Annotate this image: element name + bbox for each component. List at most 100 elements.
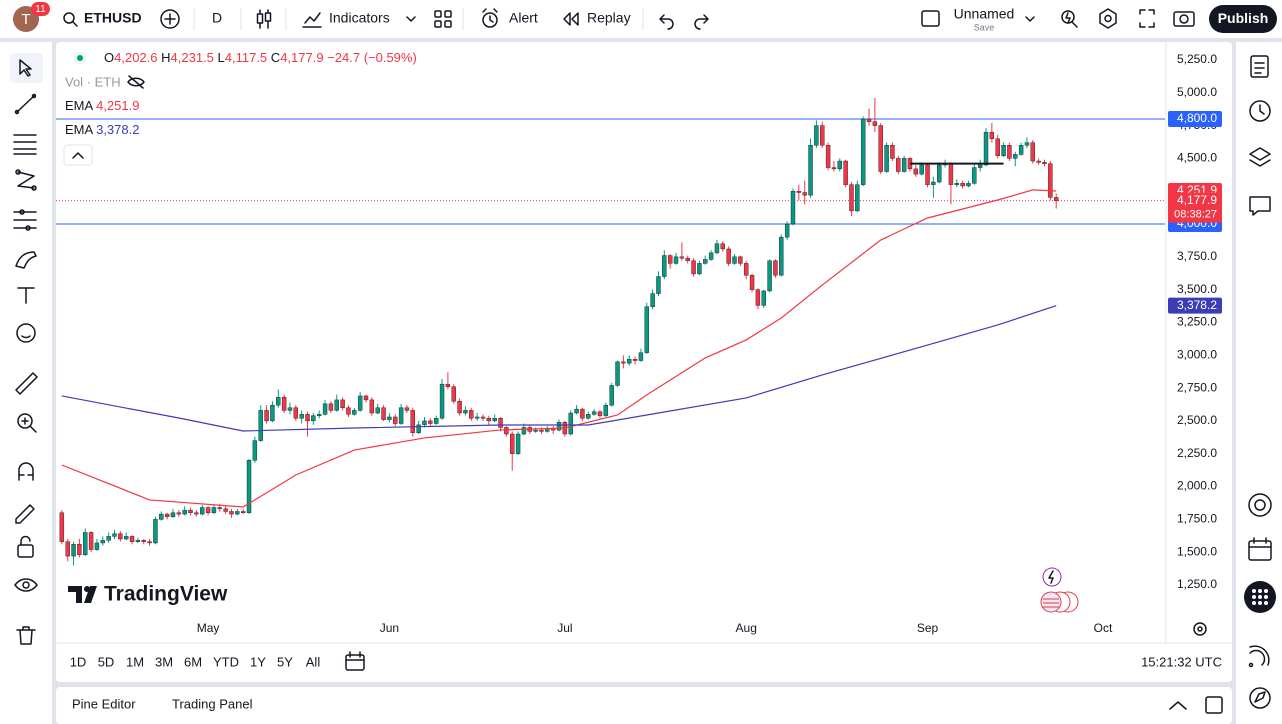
tool-icons — [17, 544, 34, 558]
snapshot-icon[interactable] — [1173, 11, 1195, 27]
search-icon[interactable] — [63, 12, 78, 27]
candle-body — [650, 293, 655, 307]
economic-events[interactable] — [1040, 591, 1079, 613]
ema-legend[interactable]: EMA 4,251.9 — [65, 98, 139, 113]
indicators-button[interactable]: Indicators — [329, 10, 390, 26]
candle-body — [112, 533, 117, 537]
candle-body — [931, 181, 936, 185]
candle-body — [352, 410, 357, 415]
event-icon[interactable] — [1042, 567, 1062, 587]
expand-icon[interactable] — [1169, 701, 1187, 710]
candle-body — [311, 415, 316, 422]
maximize-icon[interactable] — [1205, 696, 1223, 714]
candle-body — [744, 263, 749, 276]
candle-body — [1048, 163, 1053, 198]
scale-settings-icon[interactable] — [1193, 622, 1207, 636]
candle-body — [486, 418, 492, 422]
tool-icons — [15, 372, 38, 395]
x-tick-label: May — [197, 621, 220, 635]
candle-body — [94, 542, 100, 550]
indicators-icon[interactable] — [302, 12, 322, 28]
candle-body — [673, 256, 679, 264]
alert-button[interactable]: Alert — [509, 10, 538, 26]
timeframe-button[interactable]: YTD — [213, 654, 239, 669]
save-label[interactable]: Save — [974, 22, 995, 32]
timeframe-button[interactable]: 1D — [70, 654, 87, 669]
candle-body — [1024, 142, 1030, 146]
bottom-panel — [56, 687, 1232, 724]
apps-dots — [1258, 595, 1262, 599]
date-range-icon[interactable] — [345, 651, 365, 671]
candle-body — [445, 383, 451, 387]
candle-body — [796, 191, 802, 193]
timeframe-button[interactable]: 5Y — [277, 654, 293, 669]
snapshot-icon — [1173, 11, 1195, 27]
timeframe-button[interactable]: 5D — [98, 654, 115, 669]
replay-button[interactable]: Replay — [587, 10, 631, 26]
candle-body — [211, 507, 217, 513]
tool-icons[interactable] — [13, 59, 38, 645]
interval[interactable]: D — [212, 10, 222, 26]
timeframe-button[interactable]: 3M — [155, 654, 173, 669]
candle-body — [814, 125, 819, 146]
candle-body — [369, 399, 375, 414]
candle-body — [849, 184, 854, 212]
candle-body — [825, 145, 831, 168]
candle-body — [1018, 145, 1024, 155]
timeframe-button[interactable]: All — [306, 654, 321, 669]
candle-body — [831, 167, 837, 170]
y-tick-label: 2,750.0 — [1177, 380, 1217, 394]
watermark: TradingView — [104, 583, 228, 606]
publish-button[interactable] — [1209, 5, 1277, 33]
symbol[interactable]: ETHUSD — [84, 10, 142, 26]
candle-body — [235, 511, 240, 515]
ema-legend[interactable]: EMA 3,378.2 — [65, 122, 139, 137]
candle-body — [802, 192, 807, 196]
fullscreen-icon[interactable] — [1139, 9, 1155, 28]
collapse-button[interactable] — [63, 144, 93, 166]
hidden-icon[interactable] — [127, 75, 145, 89]
chevron[interactable] — [406, 16, 416, 22]
timeframe-button[interactable]: 1M — [126, 654, 144, 669]
volume-legend[interactable]: Vol · ETH — [65, 74, 121, 89]
tool-icons — [22, 581, 30, 589]
y-tick-label: 1,250.0 — [1177, 577, 1217, 591]
left-toolbar — [0, 42, 52, 724]
candle-body — [738, 256, 743, 264]
apps-dots — [1252, 589, 1268, 605]
tool-icons — [16, 95, 35, 113]
tool-icons — [13, 134, 37, 155]
quick-search-icon[interactable] — [1061, 10, 1078, 28]
candle-body — [77, 544, 82, 555]
alert-icon[interactable] — [482, 8, 498, 28]
settings-icon[interactable] — [1099, 8, 1117, 29]
compare-icon[interactable] — [160, 9, 180, 29]
timeframe-button[interactable]: 1Y — [250, 654, 266, 669]
chevron[interactable] — [1025, 16, 1035, 22]
replay-icon[interactable] — [563, 12, 579, 26]
price-tag-label: 3,378.2 — [1177, 298, 1217, 312]
layout-name[interactable]: Unnamed — [954, 6, 1015, 22]
candle-body — [118, 533, 123, 540]
candle-body — [919, 164, 924, 175]
apps-dots — [1252, 589, 1256, 593]
chart-type-icon[interactable] — [256, 9, 272, 29]
bottom-tab[interactable]: Trading Panel — [172, 696, 253, 711]
candle-body — [843, 160, 848, 185]
candle-body — [872, 121, 878, 126]
x-tick-label: Jul — [557, 621, 572, 635]
sidebar-icons[interactable] — [1248, 55, 1272, 709]
candle-body — [556, 422, 562, 431]
clock[interactable]: 15:21:32 UTC — [1141, 654, 1222, 669]
bottom-tab[interactable]: Pine Editor — [72, 696, 136, 711]
publish-label[interactable]: Publish — [1218, 10, 1269, 26]
ema-name: EMA — [65, 122, 94, 137]
templates-icon[interactable] — [434, 10, 452, 28]
layout-icon[interactable] — [921, 10, 940, 27]
event-icon — [1048, 570, 1054, 584]
undo-icon[interactable] — [659, 14, 674, 30]
avatar[interactable]: T 11 — [13, 2, 50, 32]
timeframe-button[interactable]: 6M — [184, 654, 202, 669]
candle-body — [890, 145, 895, 159]
